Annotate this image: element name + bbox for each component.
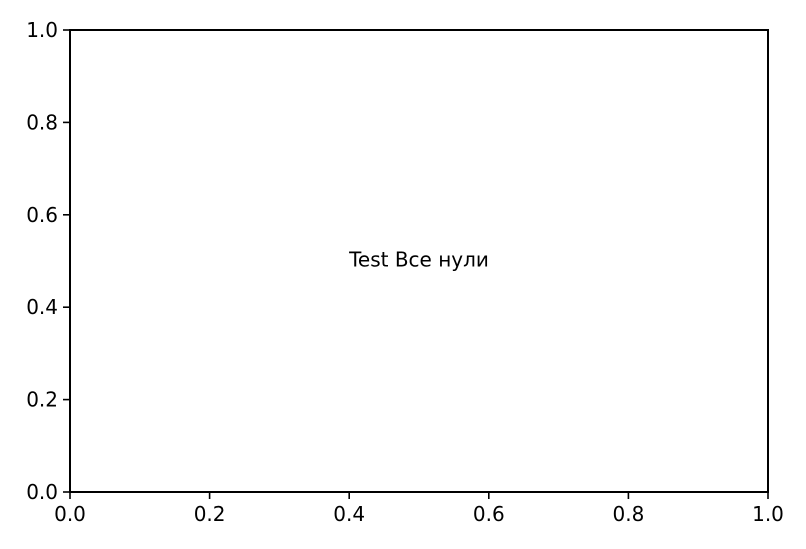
y-tick-label: 0.8 [26, 110, 58, 134]
x-tick-label: 0.4 [333, 502, 365, 526]
axes-frame [69, 29, 769, 493]
y-tick-label: 0.4 [26, 295, 58, 319]
y-tick-label: 0.0 [26, 480, 58, 504]
x-tick-label: 0.2 [194, 502, 226, 526]
chart-annotation: Test Все нули [348, 248, 489, 272]
plot-area [69, 29, 769, 493]
x-tick-label: 0.6 [473, 502, 505, 526]
x-axis: 0.0 0.2 0.4 0.6 0.8 1.0 [54, 492, 784, 526]
y-tick-label: 1.0 [26, 18, 58, 42]
x-tick-label: 0.8 [612, 502, 644, 526]
y-tick-label: 0.6 [26, 203, 58, 227]
y-axis: 0.0 0.2 0.4 0.6 0.8 1.0 [26, 18, 70, 504]
x-tick-label: 1.0 [752, 502, 784, 526]
y-tick-label: 0.2 [26, 388, 58, 412]
x-tick-label: 0.0 [54, 502, 86, 526]
